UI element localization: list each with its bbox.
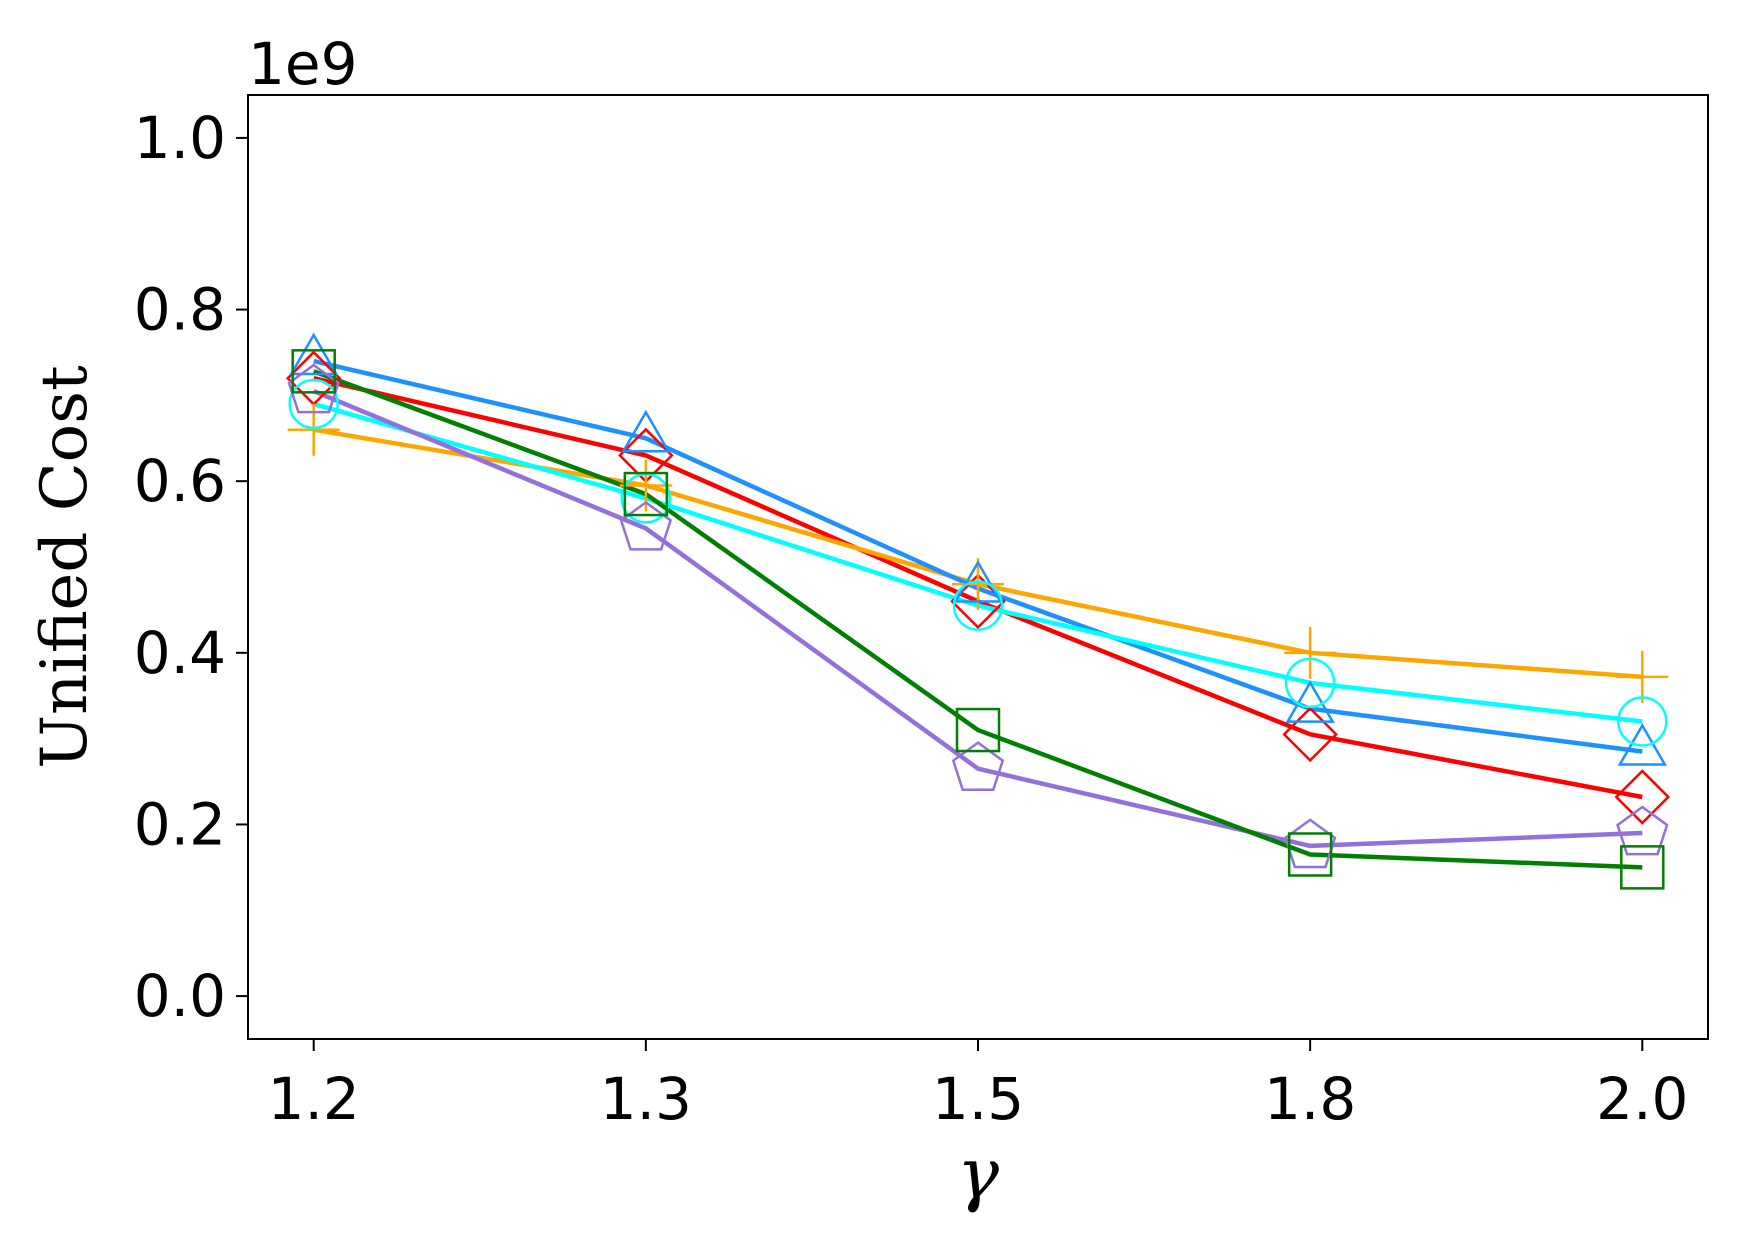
y-tick-label: 0.8	[134, 276, 226, 344]
y-axis-label: Unified Cost	[28, 365, 102, 769]
square-marker	[623, 471, 669, 517]
x-tick-label: 1.3	[600, 1065, 692, 1133]
y-axis-ticks: 0.0 0.2 0.4 0.6 0.8 1.0	[134, 104, 248, 1030]
plus-marker	[1616, 650, 1669, 703]
y-tick-label: 0.4	[134, 619, 226, 687]
x-tick-label: 1.2	[268, 1065, 360, 1133]
plus-marker	[1284, 626, 1337, 679]
square-marker	[291, 349, 336, 394]
y-offset-label: 1e9	[248, 30, 358, 98]
triangle-marker	[1617, 723, 1667, 766]
circle-marker	[1284, 657, 1336, 709]
x-axis-label: γ	[957, 1133, 999, 1215]
triangle-marker	[1285, 680, 1335, 723]
circle-marker	[1617, 696, 1668, 747]
x-axis-ticks: 1.2 1.3 1.5 1.8 2.0	[268, 1039, 1688, 1133]
triangle-marker	[621, 409, 671, 453]
x-tick-label: 1.8	[1264, 1065, 1356, 1133]
x-tick-label: 1.5	[932, 1065, 1024, 1133]
triangle-marker	[953, 559, 1003, 603]
x-tick-label: 2.0	[1596, 1065, 1688, 1133]
diamond-marker	[1282, 706, 1338, 763]
square-marker	[955, 707, 1001, 753]
triangle-marker	[289, 332, 339, 376]
pentagon-marker	[951, 741, 1005, 791]
y-tick-label: 0.0	[134, 962, 226, 1030]
circle-marker	[952, 580, 1004, 631]
series-markers	[285, 332, 1671, 890]
square-marker	[1620, 845, 1665, 890]
series-line-pentagon	[312, 388, 1643, 849]
y-tick-label: 1.0	[134, 104, 226, 172]
square-marker	[1287, 832, 1333, 877]
pentagon-marker	[1616, 805, 1669, 856]
pentagon-marker	[619, 500, 673, 551]
y-tick-label: 0.2	[134, 790, 226, 858]
circle-marker	[288, 378, 339, 430]
diamond-marker	[1614, 769, 1671, 825]
circle-marker	[620, 473, 672, 524]
y-tick-label: 0.6	[134, 447, 226, 515]
series-line-square	[312, 369, 1643, 870]
